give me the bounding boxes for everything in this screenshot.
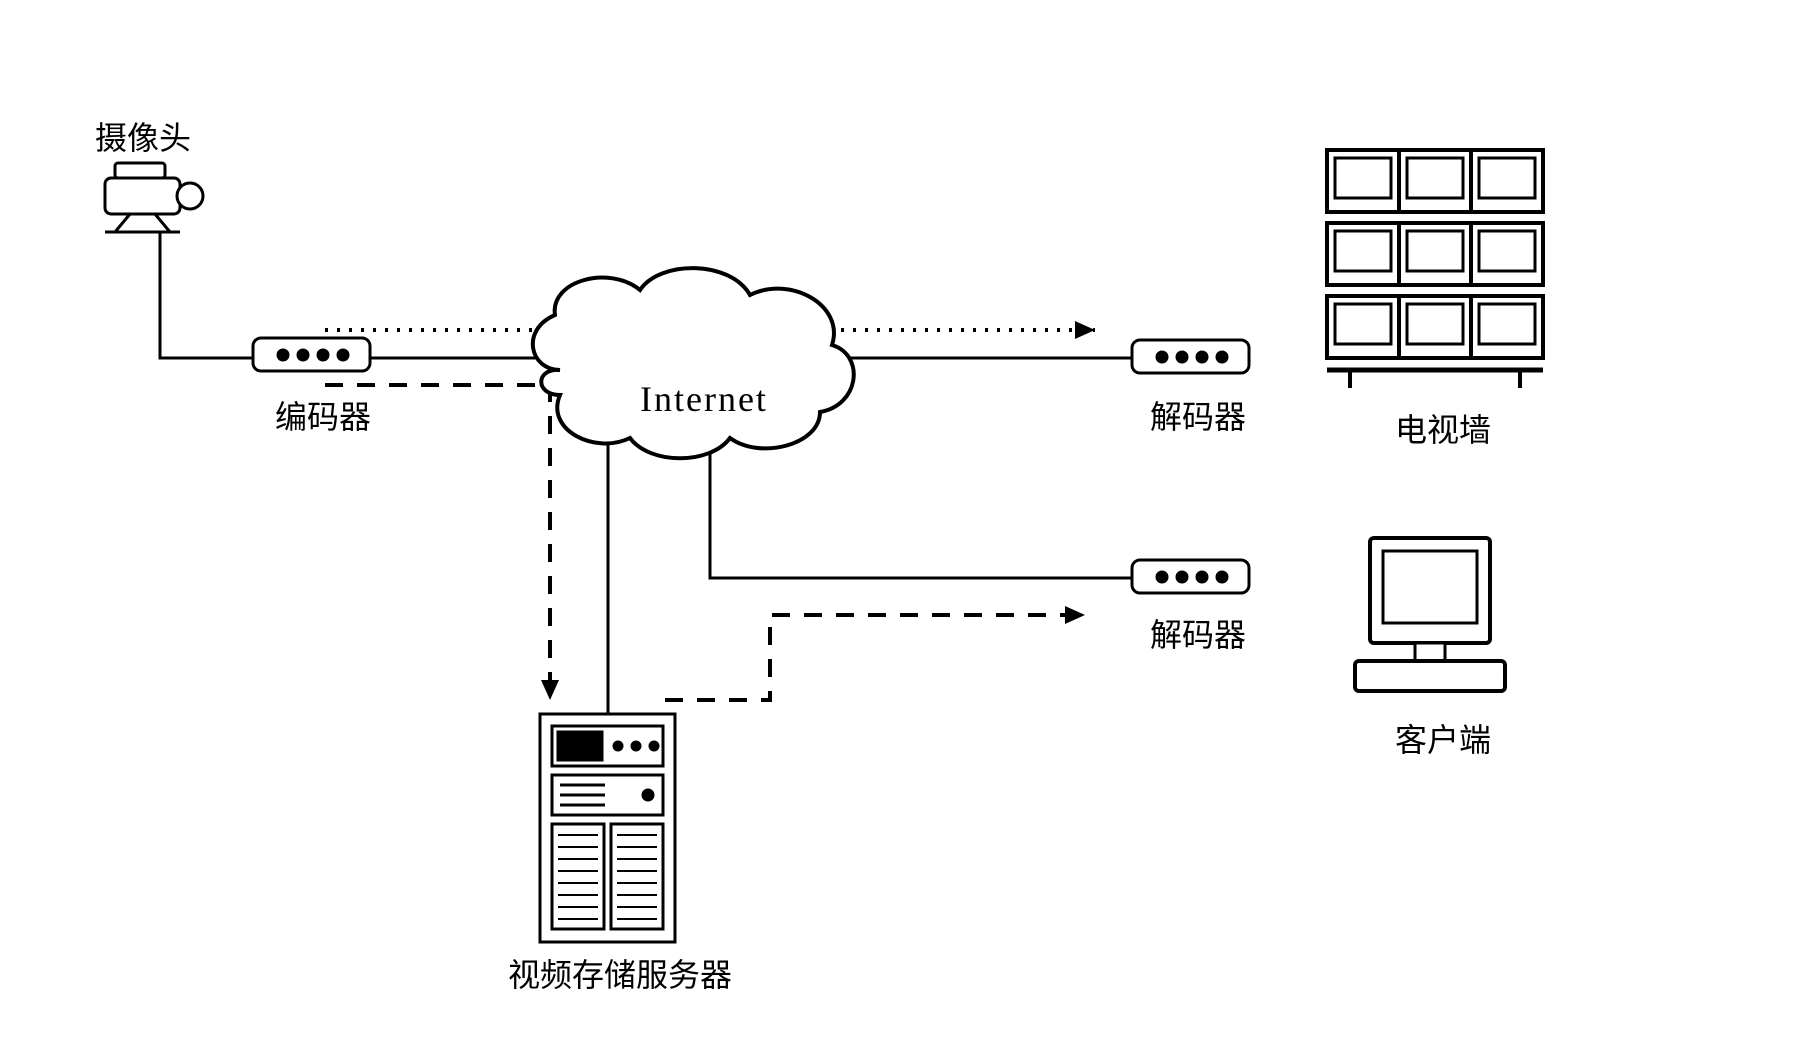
tvwall-icon — [1327, 150, 1543, 388]
arrow-head — [541, 680, 559, 700]
encoder-icon — [253, 338, 370, 371]
decoder1-label: 解码器 — [1150, 392, 1246, 438]
edge-internet-decoder2 — [710, 430, 1132, 578]
camera-icon — [105, 163, 203, 232]
server-label: 视频存储服务器 — [508, 950, 732, 996]
decoder2-label: 解码器 — [1150, 610, 1246, 656]
decoder2-icon — [1132, 560, 1249, 593]
edge-camera-encoder — [160, 232, 253, 358]
network-diagram — [0, 0, 1812, 1048]
arrow-head — [1075, 321, 1095, 339]
arrow-head — [1065, 606, 1085, 624]
server-icon — [540, 714, 675, 942]
edge-server-decoder2-dashed — [665, 615, 1085, 700]
internet-cloud-icon — [533, 268, 854, 458]
client-icon — [1355, 538, 1505, 691]
client-label: 客户端 — [1395, 715, 1491, 761]
camera-label: 摄像头 — [95, 113, 191, 159]
decoder1-icon — [1132, 340, 1249, 373]
encoder-label: 编码器 — [275, 392, 371, 438]
tvwall-label: 电视墙 — [1395, 405, 1491, 451]
internet-label: Internet — [640, 378, 768, 420]
